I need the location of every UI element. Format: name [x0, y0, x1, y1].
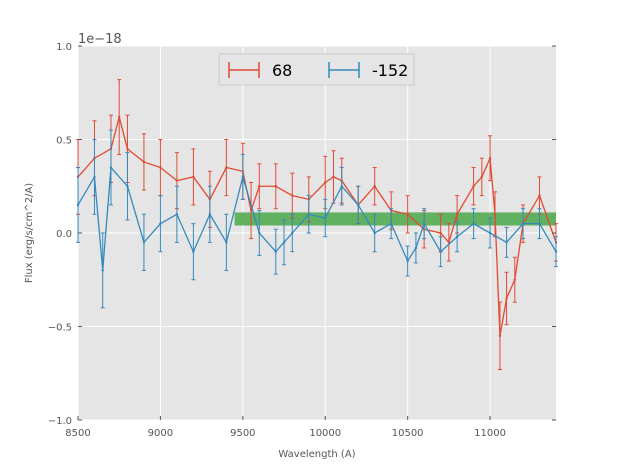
data-point — [488, 231, 492, 235]
ticks: 8500 9000 9500 10000 10500 11000 −1.0 −0.5 0.0 0.… — [48, 42, 556, 439]
band-layer — [234, 212, 556, 226]
legend-label-68: 68 — [272, 61, 292, 80]
data-point — [241, 175, 245, 179]
data-point — [488, 157, 492, 160]
y-tick-label: 0.5 — [56, 136, 72, 147]
data-point — [142, 160, 146, 164]
data-point — [406, 259, 409, 263]
data-point — [76, 203, 80, 207]
data-point — [373, 231, 376, 235]
legend: 68 -152 — [218, 53, 415, 86]
data-point — [505, 297, 508, 300]
data-point — [406, 213, 409, 216]
data-point — [225, 166, 228, 169]
x-tick-label: 11000 — [474, 428, 506, 439]
data-point — [274, 250, 277, 253]
data-point — [422, 222, 426, 225]
series-layer — [76, 79, 558, 371]
x-tick-label: 8500 — [65, 428, 90, 439]
data-point — [324, 181, 327, 184]
data-point — [175, 213, 179, 216]
data-point — [307, 213, 310, 216]
data-point — [414, 246, 418, 250]
data-point — [258, 185, 261, 188]
data-point — [291, 194, 294, 197]
data-point — [159, 222, 162, 225]
green-band — [234, 212, 556, 226]
data-point — [357, 203, 360, 207]
y-tick-label: −1.0 — [48, 416, 72, 427]
data-point — [439, 231, 442, 235]
data-point — [332, 175, 335, 179]
data-point — [498, 334, 502, 338]
legend-label-152: -152 — [372, 61, 408, 80]
data-point — [513, 278, 516, 281]
data-point — [109, 166, 113, 169]
data-point — [455, 213, 459, 216]
data-point — [324, 216, 327, 220]
data-point — [93, 175, 96, 179]
data-point — [192, 250, 195, 253]
y-tick-label: 0.0 — [56, 229, 72, 240]
data-point — [373, 185, 376, 188]
x-tick-label: 9000 — [148, 428, 173, 439]
data-point — [249, 209, 253, 212]
data-point — [439, 250, 442, 253]
x-tick-label: 9500 — [230, 428, 255, 439]
x-axis-label: Wavelength (A) — [278, 449, 355, 460]
data-point — [225, 241, 228, 244]
data-point — [126, 147, 129, 151]
y-offset-label: 1e−18 — [78, 32, 122, 47]
y-tick-label: 1.0 — [56, 42, 72, 53]
data-point — [208, 213, 212, 216]
data-point — [118, 115, 121, 119]
data-point — [192, 175, 195, 179]
data-point — [126, 185, 129, 188]
data-point — [538, 194, 541, 197]
data-point — [142, 241, 146, 244]
data-point — [159, 166, 162, 169]
data-point — [258, 231, 261, 235]
data-point — [274, 185, 277, 188]
data-point — [493, 213, 497, 216]
data-point — [340, 185, 343, 188]
legend-item-68: 68 — [228, 61, 292, 80]
data-point — [480, 175, 484, 179]
data-point — [554, 250, 558, 253]
data-point — [175, 179, 179, 182]
data-point — [521, 222, 525, 225]
series-line — [77, 114, 557, 336]
data-point — [472, 222, 475, 225]
data-point — [282, 241, 286, 244]
x-tick-label: 10000 — [309, 428, 341, 439]
data-point — [389, 222, 393, 225]
series--152 — [76, 129, 558, 309]
data-point — [455, 235, 459, 238]
y-tick-label: −0.5 — [48, 323, 72, 334]
data-point — [505, 241, 508, 244]
y-axis-label: Flux (erg/s/cm^2/A) — [24, 183, 35, 283]
data-point — [101, 269, 104, 272]
legend-item-152: -152 — [328, 61, 408, 80]
data-point — [291, 231, 294, 235]
data-point — [472, 185, 475, 188]
data-point — [538, 222, 541, 225]
x-tick-label: 10500 — [392, 428, 424, 439]
